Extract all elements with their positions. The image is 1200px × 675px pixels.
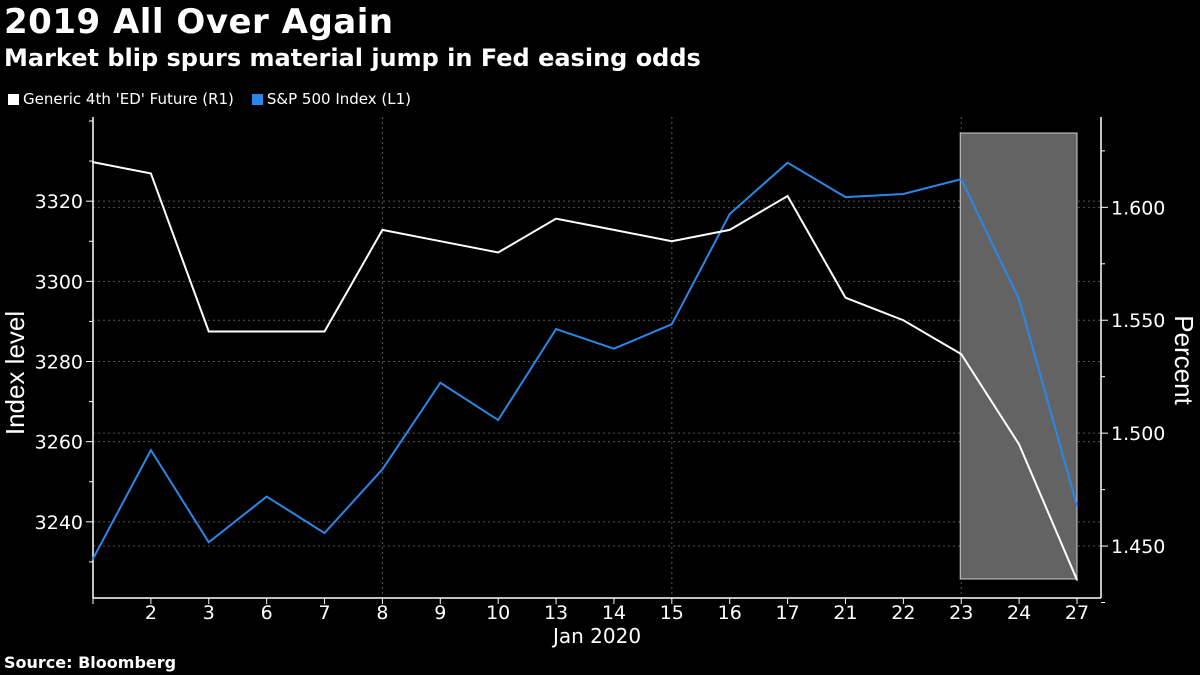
data-point-spx — [671, 323, 673, 326]
right-axis-title: Percent — [1169, 315, 1199, 405]
left-tick-label: 3320 — [35, 191, 83, 213]
data-point-ed-future — [1076, 579, 1078, 581]
data-point-spx — [207, 541, 210, 544]
data-point-spx — [381, 468, 384, 471]
x-axis-title: Jan 2020 — [551, 624, 641, 648]
chart-subtitle: Market blip spurs material jump in Fed e… — [4, 44, 701, 72]
x-tick-label: 13 — [544, 602, 568, 624]
x-tick-label: 14 — [602, 602, 626, 624]
data-point-ed-future — [150, 172, 152, 175]
data-point-ed-future — [381, 229, 384, 231]
data-point-spx — [1076, 505, 1078, 507]
data-point-ed-future — [786, 195, 789, 197]
data-point-spx — [613, 347, 615, 350]
data-point-spx — [844, 196, 847, 198]
right-tick-label: 1.600 — [1111, 197, 1165, 219]
x-tick-label: 6 — [261, 602, 273, 624]
x-tick-label: 16 — [718, 602, 742, 624]
data-point-ed-future — [207, 330, 210, 333]
data-point-ed-future — [902, 319, 905, 322]
highlight-layer — [959, 132, 1078, 580]
right-tick-label: 1.450 — [1111, 536, 1165, 558]
data-point-spx — [439, 381, 442, 384]
series-line-ed-future — [92, 161, 1078, 581]
series-layer — [92, 161, 1078, 581]
data-point-ed-future — [844, 296, 847, 299]
legend-label-spx: S&P 500 Index (L1) — [266, 90, 411, 108]
label-layer: 3240 3260 3280 3300 3320 1.450 1.500 1.550 1.600… — [35, 191, 1166, 624]
data-point-ed-future — [92, 161, 94, 163]
x-tick-label: 22 — [891, 602, 915, 624]
left-tick-label: 3260 — [35, 432, 83, 454]
data-point-spx — [150, 449, 152, 451]
x-tick-label: 17 — [775, 602, 799, 624]
data-point-ed-future — [728, 229, 731, 231]
data-point-ed-future — [613, 229, 615, 231]
data-point-spx — [555, 328, 557, 330]
x-tick-label: 2 — [145, 602, 157, 624]
x-tick-label: 3 — [203, 602, 215, 624]
data-point-ed-future — [960, 353, 963, 355]
x-tick-label: 9 — [434, 602, 446, 624]
x-tick-label: 23 — [949, 602, 973, 624]
data-point-spx — [728, 213, 731, 215]
data-point-spx — [497, 419, 499, 421]
data-point-spx — [960, 178, 963, 180]
data-point-spx — [92, 557, 94, 560]
x-tick-label: 21 — [833, 602, 857, 624]
left-tick-label: 3300 — [35, 271, 83, 293]
data-point-spx — [902, 193, 905, 195]
legend: Generic 4th 'ED' Future (R1) S&P 500 Ind… — [8, 90, 411, 108]
right-tick-label: 1.550 — [1111, 310, 1165, 332]
left-axis-title: Index level — [0, 311, 30, 435]
legend-item-ed-future: Generic 4th 'ED' Future (R1) — [8, 90, 234, 108]
highlight-band — [959, 132, 1078, 580]
data-point-ed-future — [555, 217, 557, 220]
data-point-spx — [786, 161, 789, 164]
legend-label-ed-future: Generic 4th 'ED' Future (R1) — [23, 90, 234, 108]
legend-swatch-ed-future — [8, 93, 19, 105]
data-point-spx — [265, 495, 268, 498]
series-line-spx — [92, 161, 1078, 560]
legend-item-spx: S&P 500 Index (L1) — [251, 90, 411, 108]
x-tick-label: 15 — [660, 602, 684, 624]
data-point-spx — [1018, 298, 1020, 301]
data-point-spx — [323, 532, 326, 534]
data-point-ed-future — [671, 240, 673, 243]
left-tick-label: 3280 — [35, 352, 83, 374]
x-tick-label: 27 — [1065, 602, 1089, 624]
x-tick-label: 8 — [376, 602, 388, 624]
data-point-ed-future — [439, 240, 442, 243]
data-point-ed-future — [265, 330, 268, 333]
grid-layer — [93, 117, 1101, 598]
x-tick-label: 7 — [318, 602, 330, 624]
legend-swatch-spx — [251, 93, 263, 105]
x-tick-label: 10 — [486, 602, 510, 624]
data-point-ed-future — [1018, 443, 1020, 446]
axes-layer — [86, 117, 1108, 604]
chart-title: 2019 All Over Again — [4, 2, 394, 42]
x-tick-label: 24 — [1007, 602, 1031, 624]
data-point-ed-future — [323, 330, 326, 333]
data-point-ed-future — [497, 251, 499, 254]
source-note: Source: Bloomberg — [4, 653, 177, 672]
left-tick-label: 3240 — [35, 512, 83, 534]
right-tick-label: 1.500 — [1111, 423, 1165, 445]
